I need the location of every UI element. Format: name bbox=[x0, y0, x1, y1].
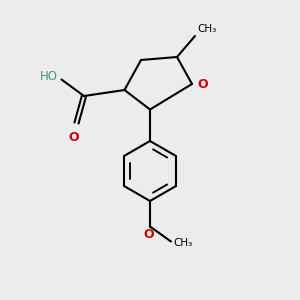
Text: O: O bbox=[143, 228, 154, 241]
Text: O: O bbox=[68, 130, 79, 143]
Text: CH₃: CH₃ bbox=[197, 25, 217, 34]
Text: CH₃: CH₃ bbox=[173, 238, 193, 248]
Text: O: O bbox=[197, 77, 208, 91]
Text: HO: HO bbox=[40, 70, 58, 83]
